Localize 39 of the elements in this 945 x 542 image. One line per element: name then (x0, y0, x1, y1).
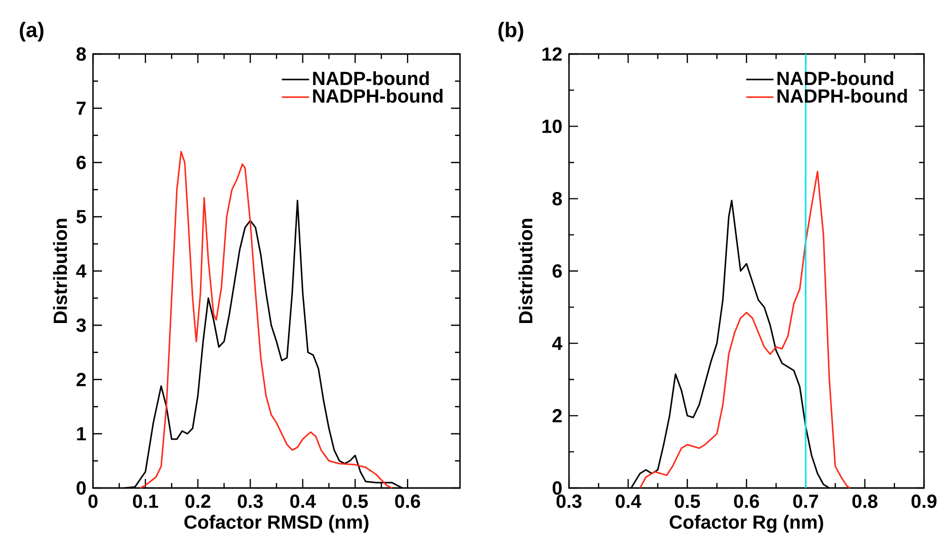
y-tick-label: 5 (76, 210, 86, 224)
x-tick-label: 0.3 (238, 494, 263, 508)
legend-label: NADPH-bound (313, 88, 443, 103)
y-tick-label: 6 (76, 156, 86, 170)
y-tick-label: 8 (76, 47, 86, 61)
y-tick-label: 2 (552, 409, 562, 422)
chart-title: (a) (20, 22, 44, 42)
y-tick-label: 4 (76, 264, 86, 278)
x-tick-label: 0.5 (342, 494, 368, 508)
x-tick-label: 0.6 (395, 494, 420, 508)
y-tick-label: 2 (76, 372, 86, 386)
x-tick-label: 0.4 (290, 494, 316, 508)
x-axis-title: Cofactor RMSD (nm) (184, 514, 368, 533)
x-tick-label: 0.7 (793, 494, 818, 508)
y-tick-label: 4 (552, 336, 562, 350)
x-tick-label: 0 (88, 494, 98, 508)
chart-title: (b) (498, 22, 524, 42)
y-axis-title: Distribution (518, 218, 532, 324)
y-tick-label: 6 (552, 264, 562, 278)
line-series (139, 150, 393, 489)
x-tick-label: 0.5 (674, 494, 700, 508)
x-axis-title: Cofactor Rg (nm) (670, 514, 824, 533)
y-tick-label: 12 (542, 47, 562, 61)
x-tick-label: 0.8 (852, 494, 878, 508)
x-tick-label: 0.3 (556, 494, 582, 508)
y-axis-title: Distribution (53, 218, 68, 324)
y-tick-label: 7 (76, 102, 86, 115)
y-tick-label: 0 (76, 481, 86, 495)
y-tick-label: 0 (552, 481, 562, 495)
x-tick-label: 0.2 (185, 494, 210, 508)
y-tick-label: 1 (77, 427, 86, 440)
x-tick-label: 0.6 (734, 494, 760, 508)
y-tick-label: 10 (542, 120, 562, 134)
x-tick-label: 0.1 (132, 494, 158, 508)
y-tick-label: 8 (552, 192, 562, 206)
x-tick-label: 0.9 (912, 494, 937, 508)
x-tick-label: 0.4 (616, 494, 642, 508)
y-tick-label: 3 (76, 318, 86, 332)
legend-label: NADP-bound (313, 71, 429, 86)
